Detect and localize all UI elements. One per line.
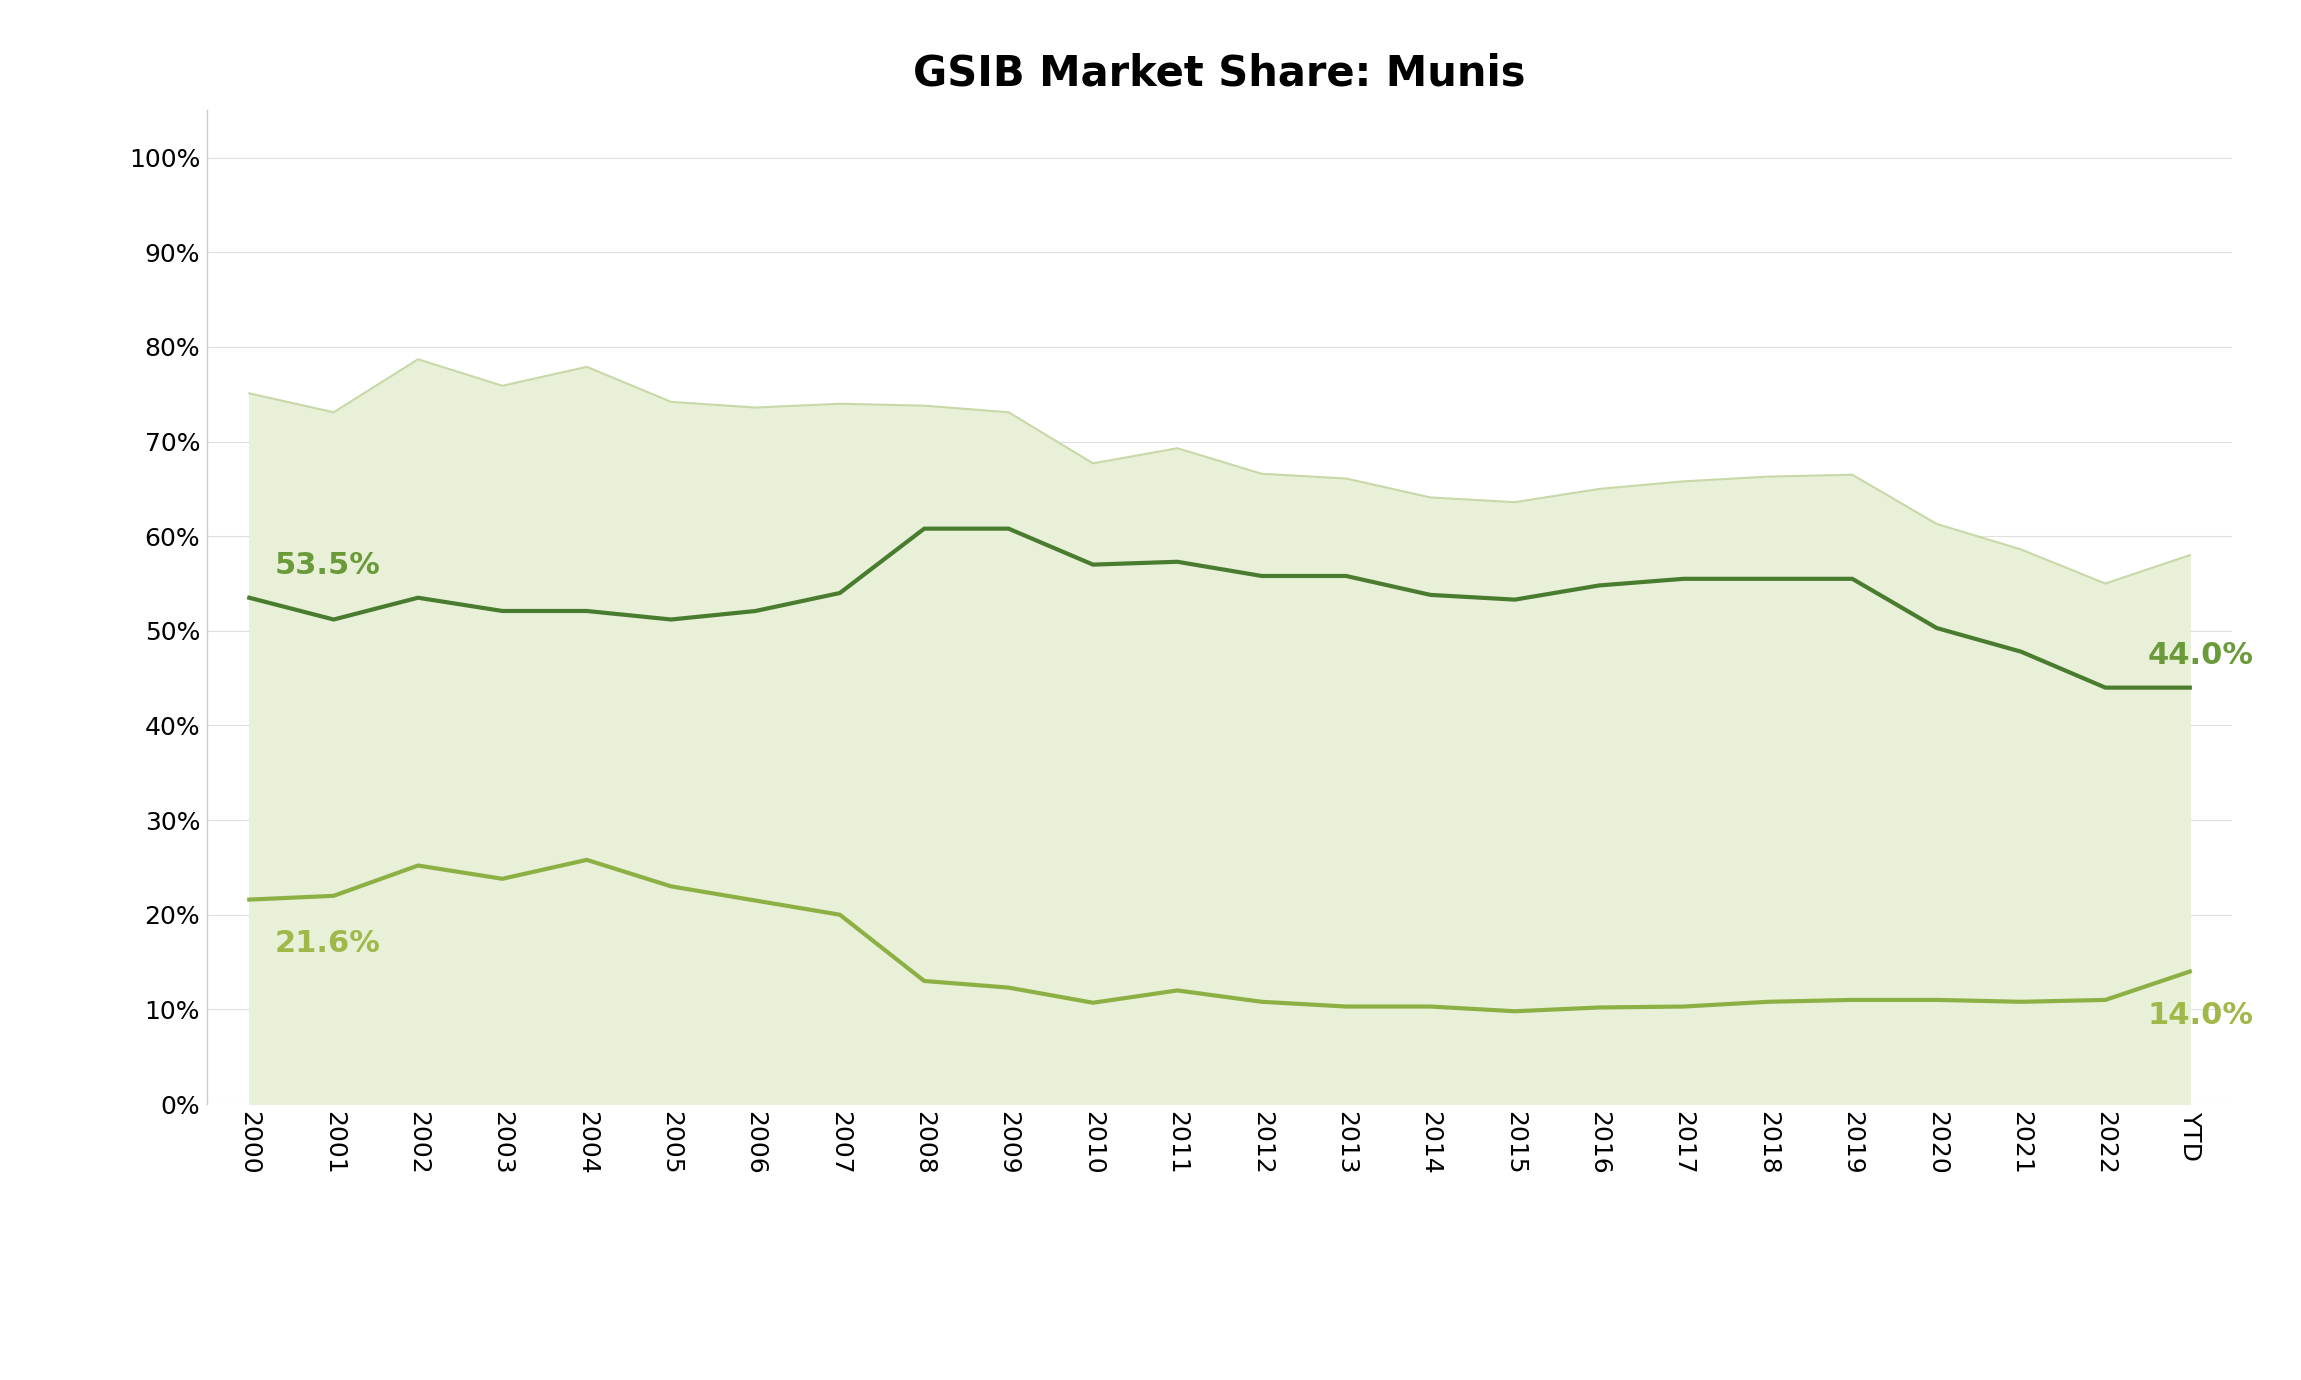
Text: 21.6%: 21.6% [274,929,380,958]
Text: 53.5%: 53.5% [274,551,380,580]
Text: 44.0%: 44.0% [2147,640,2253,669]
Title: GSIB Market Share: Munis: GSIB Market Share: Munis [913,52,1526,94]
Text: 14.0%: 14.0% [2147,1000,2253,1029]
